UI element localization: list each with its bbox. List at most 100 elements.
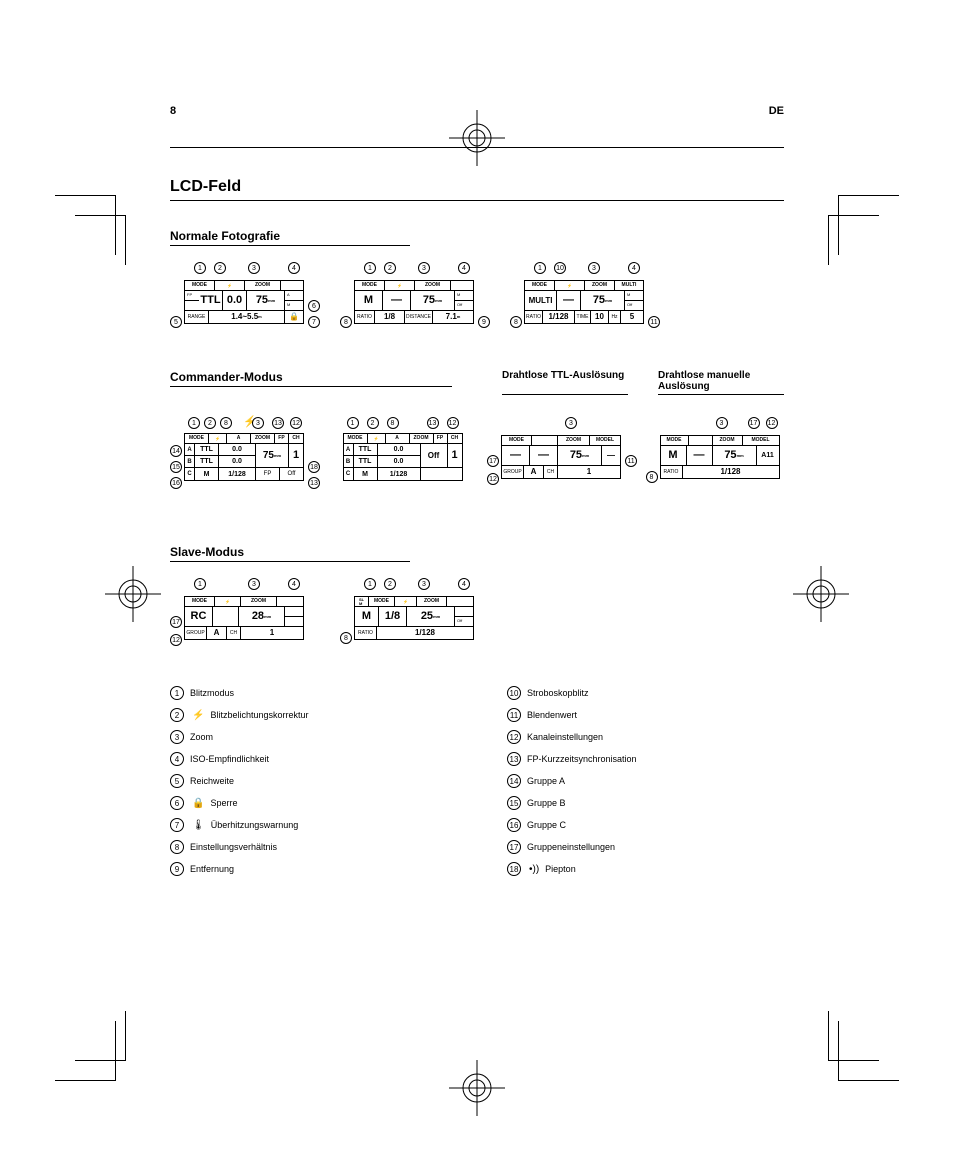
lcd-wireless-manual: 3 17 12 8 MODE ZOOM MODEL M — 75mm A11 bbox=[646, 417, 785, 497]
legend-text: Überhitzungswarnung bbox=[211, 820, 299, 830]
language-code: DE bbox=[769, 105, 784, 123]
legend-row: 6 🔒 Sperre bbox=[170, 796, 447, 810]
legend-num: 8 bbox=[170, 840, 184, 854]
legend-num: 13 bbox=[507, 752, 521, 766]
legend-num: 18 bbox=[507, 862, 521, 876]
section-commander: Commander-Modus bbox=[170, 370, 452, 387]
lcd-wireless-ttl: 3 17 12 11 MODE ZOOM MODEL — — 75mm — G bbox=[487, 417, 626, 497]
legend-row: 3 Zoom bbox=[170, 730, 447, 744]
callout: 3 bbox=[248, 262, 260, 274]
legend-num: 1 bbox=[170, 686, 184, 700]
callout: 2 bbox=[214, 262, 226, 274]
regmark-right bbox=[793, 566, 849, 622]
legend-row: 7 🌡 Überhitzungswarnung bbox=[170, 818, 447, 832]
callout: 1 bbox=[194, 262, 206, 274]
legend-row: 5Reichweite bbox=[170, 774, 447, 788]
lcd-hdr bbox=[281, 281, 303, 290]
lcd-normal-multi: 1 10 3 4 8 11 MODE ⚡ ZOOM MULTI MULTI — … bbox=[510, 262, 660, 342]
legend-text: Entfernung bbox=[190, 864, 234, 874]
section-slave: Slave-Modus bbox=[170, 545, 410, 562]
lcd-zoom: 75mm bbox=[247, 291, 285, 310]
legend-right: 10Stroboskopblitz11Blendenwert12Kanalein… bbox=[507, 686, 784, 884]
section-normal: Normale Fotografie bbox=[170, 229, 410, 246]
lcd-hdr: ⚡ bbox=[215, 281, 245, 290]
callout: 5 bbox=[170, 316, 182, 328]
legend-num: 12 bbox=[507, 730, 521, 744]
legend-left: 1 Blitzmodus 2 ⚡ Blitzbelichtungskorrektur 3Z… bbox=[170, 686, 447, 884]
legend-text: FP-Kurzzeitsynchronisation bbox=[527, 754, 637, 764]
legend-row: 14Gruppe A bbox=[507, 774, 784, 788]
lcd-slave-m: 1 2 3 4 8 SLM MODE ⚡ ZOOM M 1/8 25mm Off bbox=[340, 578, 490, 658]
legend-icon: 🔒 bbox=[192, 798, 204, 809]
callout: 10 bbox=[554, 262, 566, 274]
callout: 8 bbox=[510, 316, 522, 328]
lcd-ftr: 1.4~5.5m bbox=[209, 311, 285, 323]
lcd-row-slave: 1 3 4 17 12 MODE ⚡ ZOOM RC 28mm bbox=[170, 578, 784, 658]
callout: 6 bbox=[308, 300, 320, 312]
legend-num: 7 bbox=[170, 818, 184, 832]
lcd-commander-2: 1 2 8 13 12 MODE ⚡ A ZOOM FP CH A bbox=[329, 417, 468, 517]
legend-row: 9Entfernung bbox=[170, 862, 447, 876]
callout: 3 bbox=[588, 262, 600, 274]
legend-icon: ⚡ bbox=[192, 710, 204, 721]
legend-row: 1 Blitzmodus bbox=[170, 686, 447, 700]
lcd-normal-m: 1 2 3 4 8 9 MODE ⚡ ZOOM M — 75mm MOff bbox=[340, 262, 490, 342]
callout: 4 bbox=[628, 262, 640, 274]
legend-num: 6 bbox=[170, 796, 184, 810]
callout: 1 bbox=[364, 262, 376, 274]
legend-row: 13 FP-Kurzzeitsynchronisation bbox=[507, 752, 784, 766]
callout: 3 bbox=[418, 262, 430, 274]
lcd-ftr-lbl: RANGE bbox=[185, 311, 209, 323]
callout: 4 bbox=[458, 262, 470, 274]
legend-row: 17 Gruppeneinstellungen bbox=[507, 840, 784, 854]
legend-text: Blitzbelichtungskorrektur bbox=[210, 710, 308, 720]
section-wttl: Drahtlose TTL-Auslösung bbox=[502, 370, 628, 395]
legend-num: 17 bbox=[507, 840, 521, 854]
legend-text: Piepton bbox=[545, 864, 576, 874]
legend-text: Einstellungsverhältnis bbox=[190, 842, 277, 852]
callout: 9 bbox=[478, 316, 490, 328]
legend-row: 15 Gruppe B bbox=[507, 796, 784, 810]
regmark-left bbox=[105, 566, 161, 622]
legend-row: 4 ISO-Empfindlichkeit bbox=[170, 752, 447, 766]
legend-num: 15 bbox=[507, 796, 521, 810]
legend-num: 14 bbox=[507, 774, 521, 788]
callout: 7 bbox=[308, 316, 320, 328]
legend-num: 11 bbox=[507, 708, 521, 722]
legend-row: 10Stroboskopblitz bbox=[507, 686, 784, 700]
legend: 1 Blitzmodus 2 ⚡ Blitzbelichtungskorrektur 3Z… bbox=[170, 686, 784, 884]
legend-row: 8 Einstellungsverhältnis bbox=[170, 840, 447, 854]
legend-row: 16Gruppe C bbox=[507, 818, 784, 832]
legend-row: 18 •)) Piepton bbox=[507, 862, 784, 876]
lcd-row-wireless: ⚡ 1 2 8 3 13 12 14 15 16 18 13 MODE ⚡ A … bbox=[170, 417, 784, 517]
lcd-mode: TTL bbox=[199, 291, 223, 310]
lcd-slave-rc: 1 3 4 17 12 MODE ⚡ ZOOM RC 28mm bbox=[170, 578, 320, 658]
regmark-bottom bbox=[449, 1060, 505, 1116]
legend-num: 2 bbox=[170, 708, 184, 722]
legend-text: Gruppe B bbox=[527, 798, 566, 808]
callout: 8 bbox=[340, 316, 352, 328]
legend-num: 5 bbox=[170, 774, 184, 788]
callout: 4 bbox=[288, 262, 300, 274]
callout: 11 bbox=[648, 316, 660, 328]
legend-icon: 🌡 bbox=[192, 820, 205, 831]
page-number: 8 bbox=[170, 105, 176, 123]
legend-text: Zoom bbox=[190, 732, 213, 742]
lcd-ev: 0.0 bbox=[223, 291, 247, 310]
legend-row: 2 ⚡ Blitzbelichtungskorrektur bbox=[170, 708, 447, 722]
legend-icon: •)) bbox=[529, 864, 539, 875]
page-content: 8 DE LCD-Feld Normale Fotografie 1 2 3 4… bbox=[170, 105, 784, 884]
legend-num: 4 bbox=[170, 752, 184, 766]
section-wman: Drahtlose manuelle Auslösung bbox=[658, 370, 784, 395]
legend-text: ISO-Empfindlichkeit bbox=[190, 754, 269, 764]
callout: 1 bbox=[534, 262, 546, 274]
lcd-hdr: MODE bbox=[185, 281, 215, 290]
legend-text: Blitzmodus bbox=[190, 688, 234, 698]
legend-num: 3 bbox=[170, 730, 184, 744]
legend-text: Gruppeneinstellungen bbox=[527, 842, 615, 852]
legend-text: Sperre bbox=[210, 798, 237, 808]
legend-num: 10 bbox=[507, 686, 521, 700]
legend-text: Gruppe C bbox=[527, 820, 566, 830]
legend-row: 12Kanaleinstellungen bbox=[507, 730, 784, 744]
heading-lcd: LCD-Feld bbox=[170, 178, 784, 201]
